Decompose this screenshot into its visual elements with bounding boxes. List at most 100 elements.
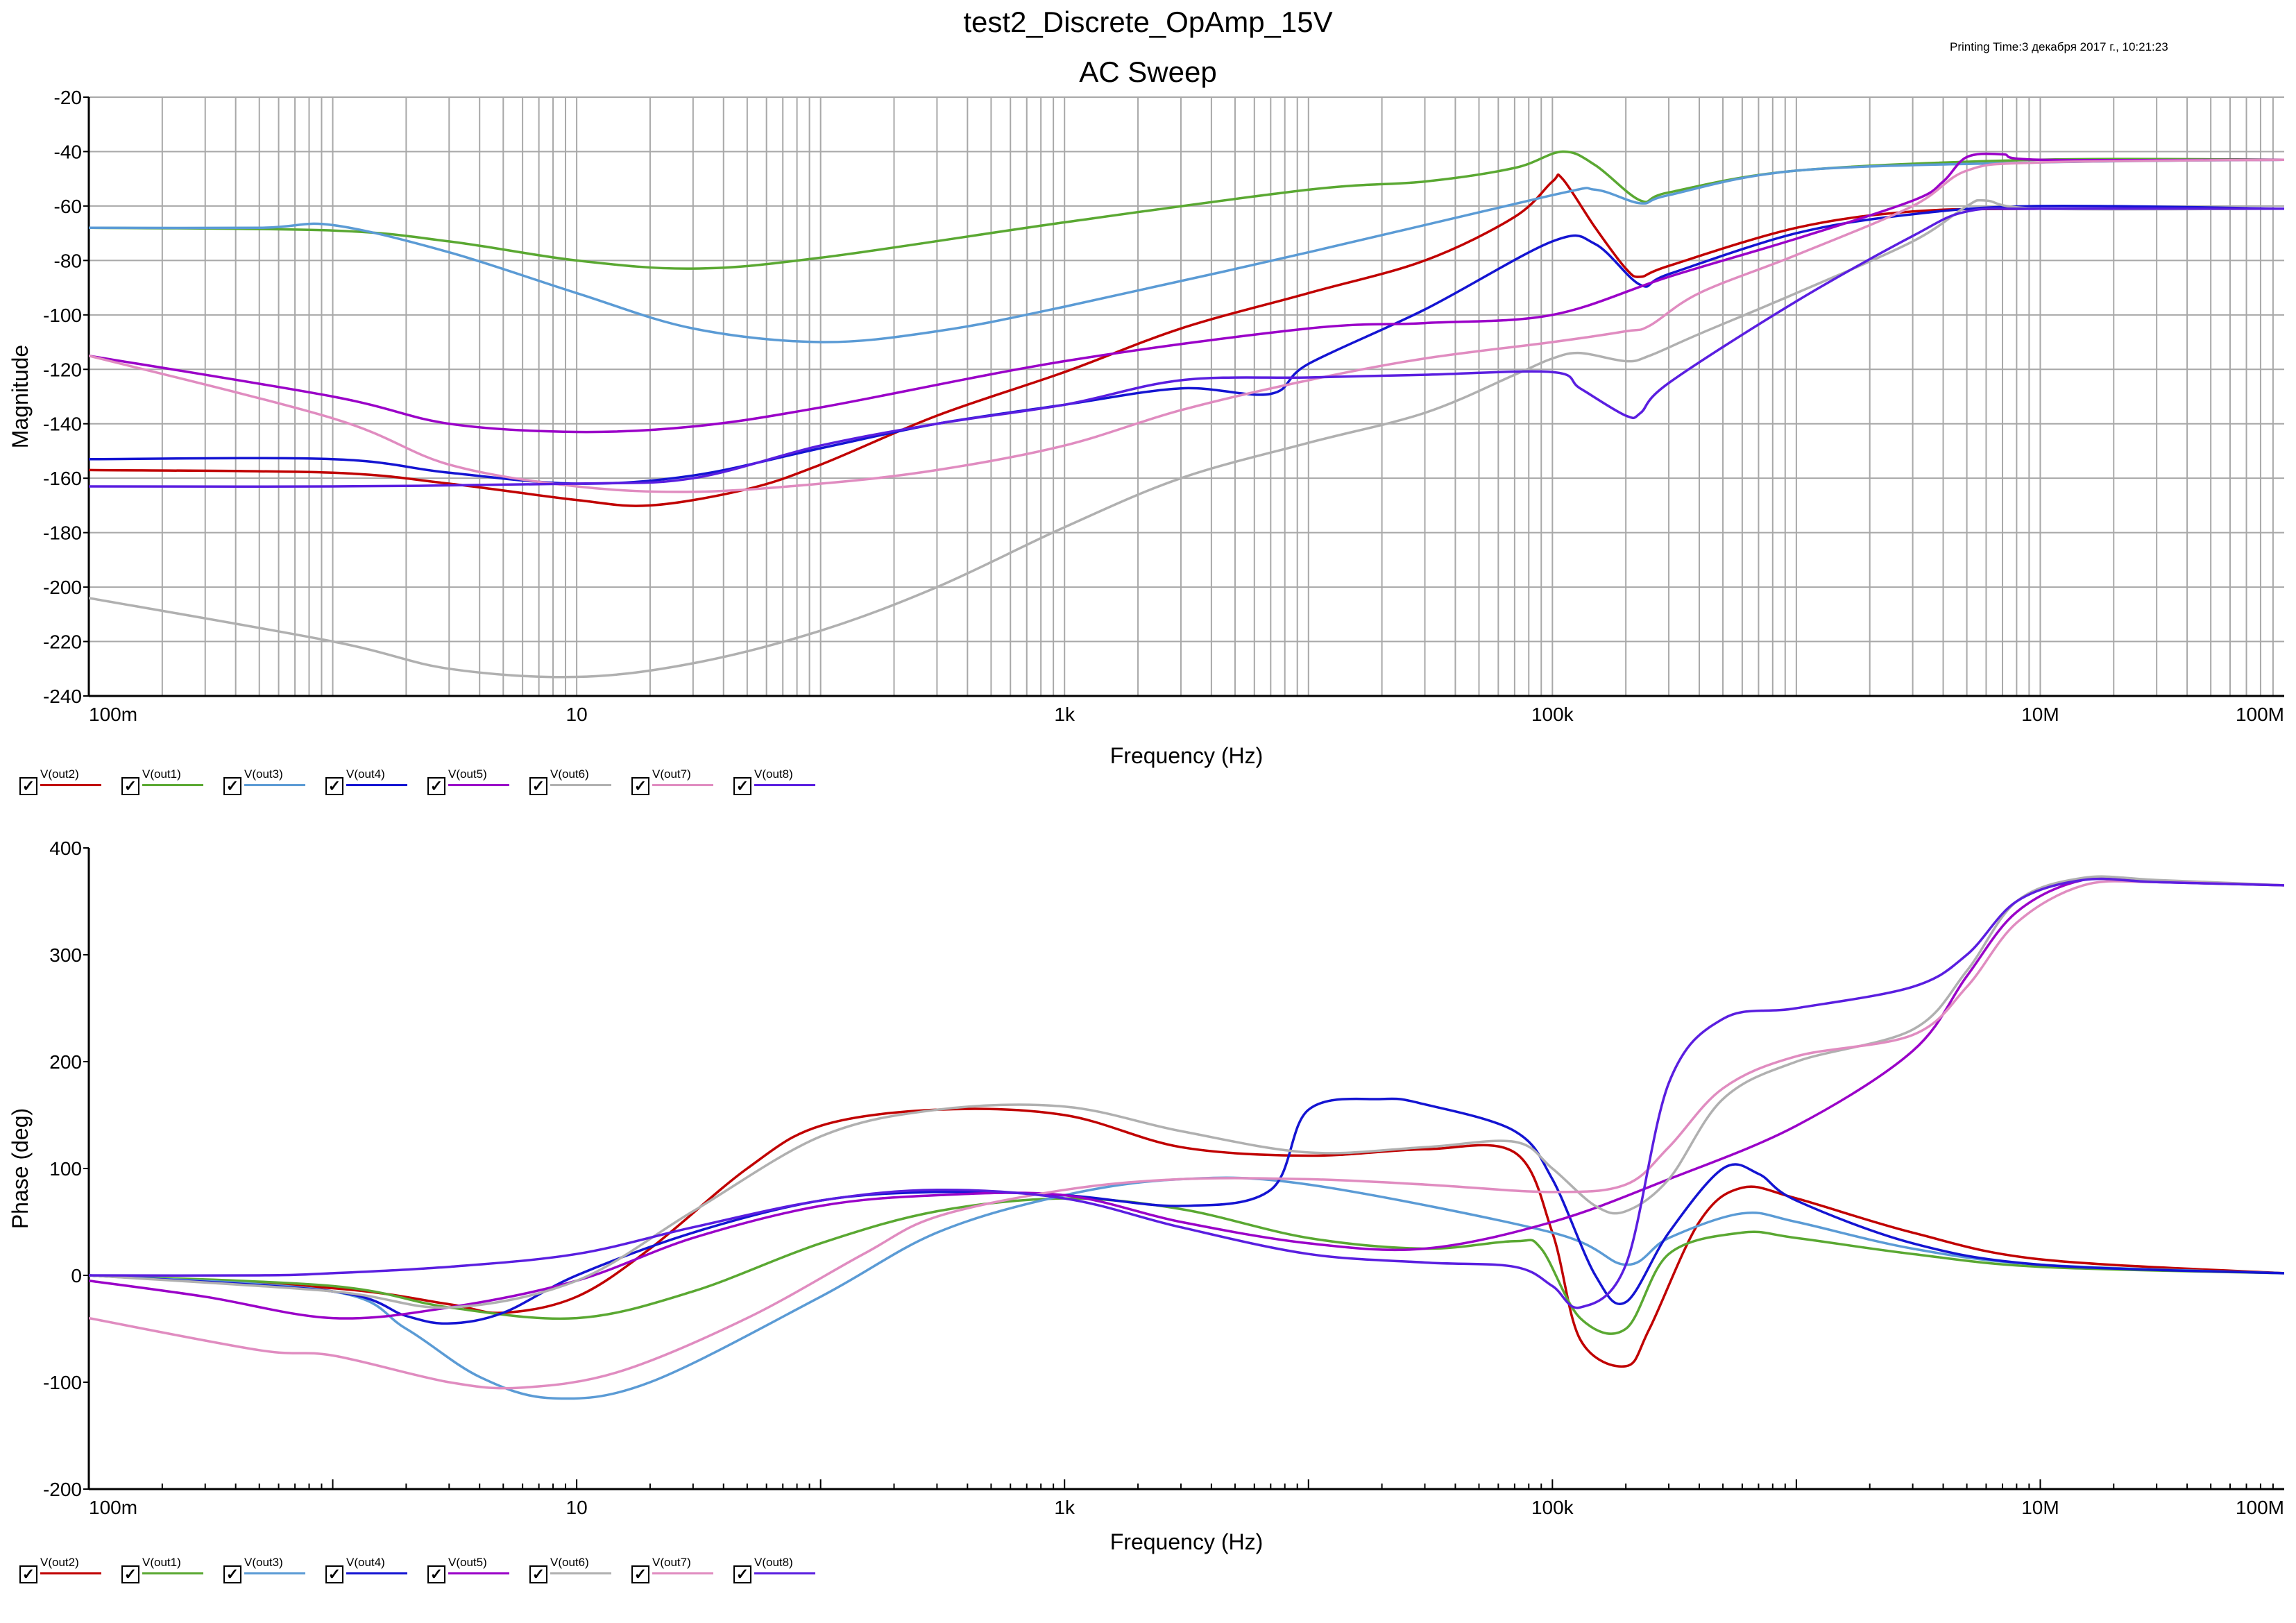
legend-label: V(out2)	[40, 1556, 79, 1569]
legend-item[interactable]: ✓ V(out7)	[631, 1556, 722, 1583]
legend-label: V(out6)	[550, 1556, 589, 1569]
y-tick-label: 100	[49, 1158, 82, 1180]
legend-checkbox[interactable]: ✓	[325, 777, 343, 795]
legend-checkbox[interactable]: ✓	[223, 777, 241, 795]
legend-swatch	[754, 784, 815, 786]
x-tick-label: 100M	[2236, 1497, 2284, 1518]
legend-item[interactable]: ✓ V(out1)	[121, 767, 212, 795]
legend-item[interactable]: ✓ V(out3)	[223, 767, 314, 795]
legend-item[interactable]: ✓ V(out6)	[529, 767, 620, 795]
legend-swatch	[142, 1572, 203, 1574]
y-tick-label: -20	[54, 87, 82, 108]
y-tick-label: 400	[49, 838, 82, 859]
legend-label: V(out2)	[40, 767, 79, 781]
chart-magnitude: -20 -40 -60 -80 -100 -120 -140 -160 -180 -200 -220…	[8, 87, 2284, 768]
legend-checkbox[interactable]: ✓	[631, 1565, 649, 1583]
x-tick-label: 100k	[1531, 1497, 1574, 1518]
y-tick-label: 0	[71, 1265, 82, 1286]
legend-swatch	[346, 784, 407, 786]
legend-swatch	[244, 784, 305, 786]
x-tick-label: 10M	[2021, 704, 2059, 725]
series-line-vout4	[89, 204, 2284, 485]
legend-swatch	[652, 1572, 713, 1574]
y-tick-label: -140	[43, 414, 82, 435]
legend-checkbox[interactable]: ✓	[19, 1565, 37, 1583]
legend-swatch	[754, 1572, 815, 1574]
legend-swatch	[550, 1572, 611, 1574]
legend-swatch	[652, 784, 713, 786]
y-axis-label: Magnitude	[8, 345, 33, 448]
series-line-vout8	[89, 877, 2284, 1309]
x-tick-label: 10	[566, 1497, 588, 1518]
y-axis-label: Phase (deg)	[8, 1108, 33, 1229]
y-tick-label: -120	[43, 359, 82, 380]
legend-swatch	[550, 784, 611, 786]
series-line-vout5	[89, 152, 2284, 434]
y-tick-label: 300	[49, 944, 82, 966]
x-tick-label: 1k	[1054, 1497, 1075, 1518]
y-tick-label: -40	[54, 141, 82, 162]
legend-item[interactable]: ✓ V(out6)	[529, 1556, 620, 1583]
legend-checkbox[interactable]: ✓	[19, 777, 37, 795]
legend-item[interactable]: ✓ V(out4)	[325, 1556, 416, 1583]
series-line-vout4	[89, 1097, 2284, 1325]
chart-title: test2_Discrete_OpAmp_15V	[963, 6, 1333, 38]
legend-swatch	[40, 1572, 101, 1574]
legend-checkbox[interactable]: ✓	[631, 777, 649, 795]
x-tick-label: 100k	[1531, 704, 1574, 725]
legend-item[interactable]: ✓ V(out3)	[223, 1556, 314, 1583]
series-line-vout7	[89, 158, 2284, 493]
series-line-vout5	[89, 876, 2284, 1320]
series-line-vout7	[89, 880, 2284, 1390]
legend-swatch	[244, 1572, 305, 1574]
legend-item[interactable]: ✓ V(out8)	[733, 1556, 824, 1583]
legend-swatch	[448, 1572, 509, 1574]
legend-label: V(out3)	[244, 1556, 283, 1569]
x-tick-label: 100m	[89, 1497, 137, 1518]
legend-checkbox[interactable]: ✓	[427, 777, 445, 795]
legend-checkbox[interactable]: ✓	[733, 1565, 751, 1583]
legend-checkbox[interactable]: ✓	[529, 1565, 547, 1583]
legend-checkbox[interactable]: ✓	[733, 777, 751, 795]
legend-swatch	[40, 784, 101, 786]
legend-swatch	[346, 1572, 407, 1574]
series-line-vout8	[89, 207, 2284, 488]
legend-checkbox[interactable]: ✓	[121, 1565, 139, 1583]
legend-item[interactable]: ✓ V(out8)	[733, 767, 824, 795]
legend-label: V(out8)	[754, 767, 793, 781]
legend-item[interactable]: ✓ V(out2)	[19, 1556, 110, 1583]
legend-checkbox[interactable]: ✓	[325, 1565, 343, 1583]
legend-checkbox[interactable]: ✓	[427, 1565, 445, 1583]
x-tick-label: 100M	[2236, 704, 2284, 725]
x-axis-label: Frequency (Hz)	[1110, 1529, 1264, 1554]
y-tick-label: -220	[43, 631, 82, 653]
chart-subtitle: AC Sweep	[1079, 56, 1217, 88]
legend-checkbox[interactable]: ✓	[223, 1565, 241, 1583]
legend-item[interactable]: ✓ V(out4)	[325, 767, 416, 795]
series-line-vout3	[89, 158, 2284, 343]
y-tick-label: -200	[43, 577, 82, 598]
legend-item[interactable]: ✓ V(out5)	[427, 767, 518, 795]
x-tick-label: 100m	[89, 704, 137, 725]
legend-label: V(out7)	[652, 767, 691, 781]
legend-item[interactable]: ✓ V(out7)	[631, 767, 722, 795]
y-tick-label: -100	[43, 305, 82, 326]
legend-checkbox[interactable]: ✓	[121, 777, 139, 795]
legend-label: V(out1)	[142, 767, 181, 781]
legend-item[interactable]: ✓ V(out2)	[19, 767, 110, 795]
series-line-vout6	[89, 875, 2284, 1309]
y-tick-label: -160	[43, 468, 82, 489]
legend-item[interactable]: ✓ V(out1)	[121, 1556, 212, 1583]
legend-item[interactable]: ✓ V(out5)	[427, 1556, 518, 1583]
legend-label: V(out4)	[346, 767, 385, 781]
legend-label: V(out5)	[448, 1556, 487, 1569]
chart-phase: 400 300 200 100 0 -100 -200 100m 10 1k 100k 10M 100M…	[8, 838, 2284, 1554]
legend-label: V(out4)	[346, 1556, 385, 1569]
legend-label: V(out7)	[652, 1556, 691, 1569]
series-line-vout1	[89, 1197, 2284, 1335]
legend-checkbox[interactable]: ✓	[529, 777, 547, 795]
y-tick-label: 200	[49, 1051, 82, 1073]
y-tick-label: -240	[43, 686, 82, 707]
x-tick-label: 10	[566, 704, 588, 725]
